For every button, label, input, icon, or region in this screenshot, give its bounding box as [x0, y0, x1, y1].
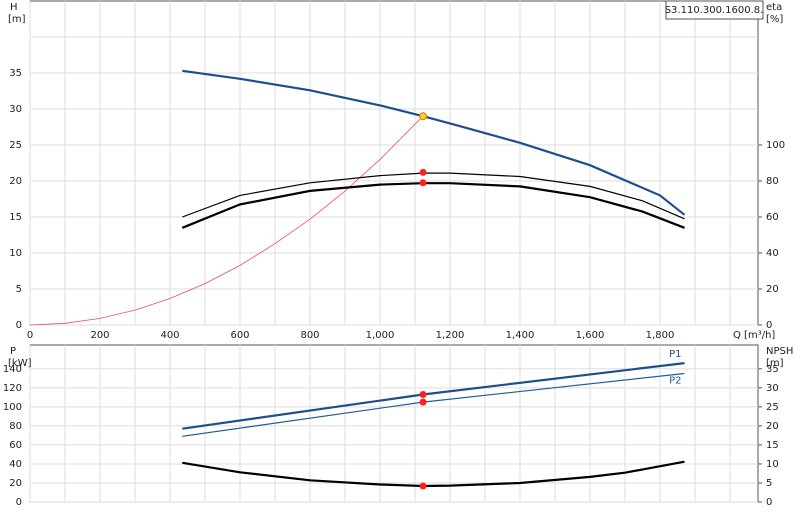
title-box	[665, 0, 764, 20]
y-tick-label: 0	[16, 497, 22, 508]
chart-title: S3.110.300.1600.8.	[665, 5, 764, 16]
y-tick-label: 40	[9, 459, 22, 470]
y-tick-label: 20	[9, 176, 22, 187]
y-tick-label: 0	[16, 320, 22, 331]
y-tick-label: 10	[9, 248, 22, 259]
point	[419, 179, 427, 187]
x-tick-label: 600	[230, 330, 249, 341]
y2-tick-label: 100	[766, 140, 785, 151]
y-tick-label: 100	[3, 402, 22, 413]
y2-tick-label: 35	[766, 364, 779, 375]
y-tick-label: 35	[9, 68, 22, 79]
series-label: P1	[669, 349, 681, 360]
y2-tick-label: 0	[766, 497, 772, 508]
curve	[182, 69, 686, 216]
y2-tick-label: 20	[766, 284, 779, 295]
y2-axis-unit: [m]	[766, 358, 784, 369]
y2-tick-label: 20	[766, 421, 779, 432]
x-tick-label: 1,200	[436, 330, 465, 341]
point	[419, 390, 427, 398]
y2-tick-label: 10	[766, 459, 779, 470]
y2-axis-unit: [%]	[766, 14, 783, 25]
y-axis-label: H	[10, 2, 18, 13]
y2-tick-label: 30	[766, 383, 779, 394]
y-tick-label: 140	[3, 364, 22, 375]
point	[419, 168, 427, 176]
y-axis-unit: [m]	[8, 14, 26, 25]
x-tick-label: 800	[300, 330, 319, 341]
series-label: P2	[669, 376, 681, 387]
curve	[29, 115, 424, 326]
x-axis-label: Q [m³/h]	[733, 330, 775, 341]
curve	[182, 172, 685, 220]
y2-tick-label: 60	[766, 212, 779, 223]
point	[419, 482, 427, 490]
x-tick-label: 0	[27, 330, 33, 341]
x-tick-label: 200	[90, 330, 109, 341]
y2-axis-label: NPSH	[766, 346, 793, 357]
y2-tick-label: 5	[766, 478, 772, 489]
curve	[182, 372, 685, 437]
y2-tick-label: 25	[766, 402, 779, 413]
y2-axis-label: eta	[766, 2, 782, 13]
y-tick-label: 80	[9, 421, 22, 432]
y2-tick-label: 0	[766, 320, 772, 331]
plot-area	[29, 0, 759, 326]
x-tick-label: 1,600	[576, 330, 605, 341]
y-tick-label: 60	[9, 440, 22, 451]
y-axis-unit: [kW]	[8, 358, 32, 369]
y-tick-label: 15	[9, 212, 22, 223]
y2-tick-label: 40	[766, 248, 779, 259]
y2-tick-label: 15	[766, 440, 779, 451]
y-tick-label: 20	[9, 478, 22, 489]
y-tick-label: 30	[9, 104, 22, 115]
x-tick-label: 1,000	[366, 330, 395, 341]
y-tick-label: 5	[16, 284, 22, 295]
x-tick-label: 1,800	[646, 330, 675, 341]
y-tick-label: 25	[9, 140, 22, 151]
point	[419, 112, 428, 121]
x-tick-label: 1,400	[506, 330, 535, 341]
y-axis-label: P	[10, 346, 16, 357]
point	[419, 398, 427, 406]
x-tick-label: 400	[160, 330, 179, 341]
curve	[181, 182, 685, 229]
y2-tick-label: 80	[766, 176, 779, 187]
curve	[182, 362, 685, 430]
y-tick-label: 120	[3, 383, 22, 394]
curve	[182, 460, 685, 488]
